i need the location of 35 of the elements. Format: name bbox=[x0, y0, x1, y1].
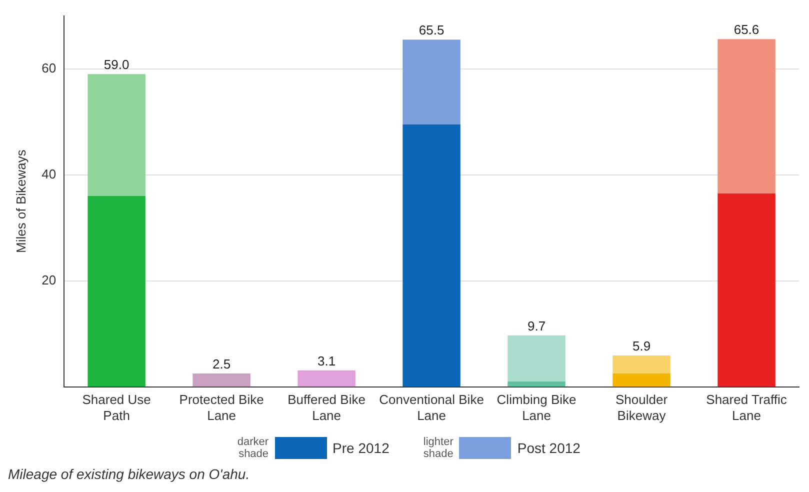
bar bbox=[508, 382, 566, 387]
legend-label: Post 2012 bbox=[517, 440, 580, 456]
bar bbox=[612, 356, 670, 374]
bar bbox=[508, 335, 566, 382]
bar bbox=[402, 40, 460, 124]
total-label: 65.6 bbox=[734, 22, 760, 38]
x-tick-label: Protected Bike Lane bbox=[179, 392, 264, 423]
text: Mileage of existing bikeways on O'ahu. bbox=[7, 466, 251, 482]
legend-label: Pre 2012 bbox=[332, 440, 390, 456]
x-tick-label: Shared Traffic Lane bbox=[706, 392, 788, 423]
bar bbox=[298, 370, 356, 387]
text: darker shade bbox=[236, 436, 269, 460]
bar bbox=[718, 39, 776, 194]
total-label: 59.0 bbox=[104, 57, 130, 72]
x-tick-label: Conventional Bike Lane bbox=[379, 392, 484, 423]
y-tick-label: 20 bbox=[42, 272, 56, 288]
bar bbox=[88, 196, 146, 387]
bar bbox=[402, 124, 460, 387]
text: lighter shade bbox=[422, 436, 454, 460]
total-label: 9.7 bbox=[527, 318, 546, 334]
bar bbox=[718, 193, 776, 387]
y-axis-title: Miles of Bikeways bbox=[13, 149, 28, 253]
x-tick-label: Shared Use Path bbox=[82, 392, 151, 423]
total-label: 5.9 bbox=[632, 338, 651, 354]
x-tick-label: Shoulder Bikeway bbox=[615, 392, 668, 423]
y-tick-label: 60 bbox=[42, 60, 56, 76]
total-label: 65.5 bbox=[418, 22, 444, 38]
x-tick-label: Climbing Bike Lane bbox=[496, 392, 576, 423]
bar bbox=[88, 74, 146, 196]
y-tick-label: 40 bbox=[42, 166, 56, 182]
total-label: 3.1 bbox=[318, 353, 336, 368]
x-tick-label: Buffered Bike Lane bbox=[288, 392, 366, 423]
bar bbox=[192, 374, 250, 387]
bar bbox=[612, 374, 670, 387]
total-label: 2.5 bbox=[212, 356, 231, 372]
